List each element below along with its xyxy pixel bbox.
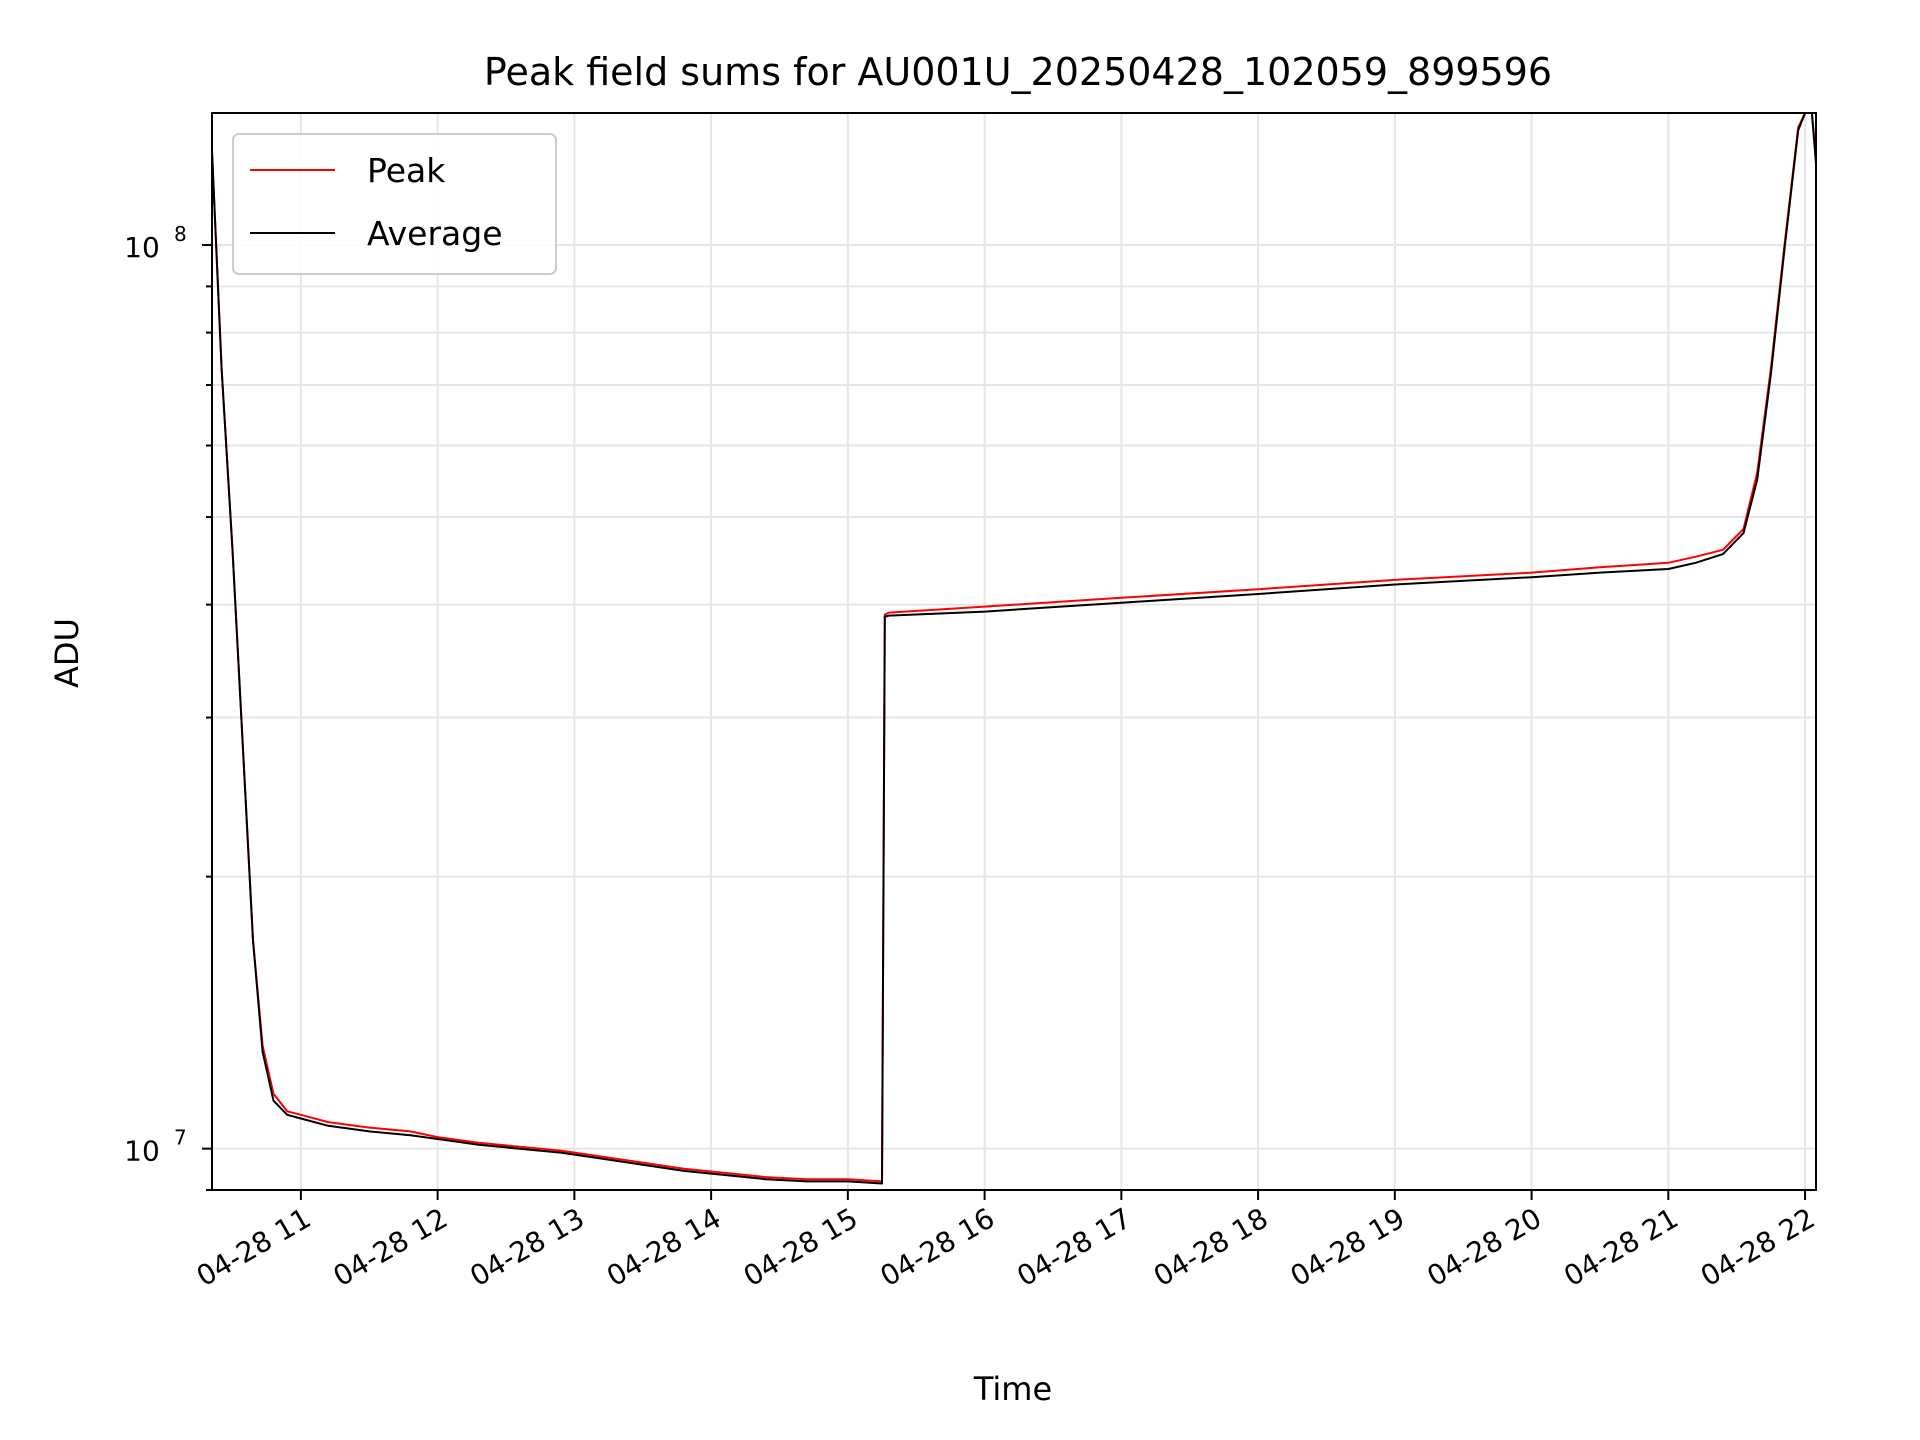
chart-title: Peak field sums for AU001U_20250428_1020… — [484, 50, 1552, 94]
y-tick-label: 10 — [124, 231, 160, 264]
legend: Peak Average — [232, 133, 557, 275]
y-tick-label: 10 — [124, 1135, 160, 1168]
y-tick-exponent: 8 — [174, 222, 187, 246]
plot-frame — [211, 112, 1817, 1191]
y-axis-label: ADU — [48, 618, 86, 688]
legend-label-peak: Peak — [367, 151, 446, 190]
y-axis: 10 7 10 8 — [124, 222, 212, 1191]
grid-lines — [212, 113, 1816, 1191]
y-tick-exponent: 7 — [174, 1126, 187, 1150]
plot-area — [212, 113, 1816, 1190]
legend-label-average: Average — [367, 214, 503, 253]
series-lines — [211, 112, 1817, 1185]
series-line-average — [211, 112, 1817, 1185]
series-line-peak — [211, 112, 1817, 1183]
x-axis-label: Time — [973, 1370, 1052, 1408]
